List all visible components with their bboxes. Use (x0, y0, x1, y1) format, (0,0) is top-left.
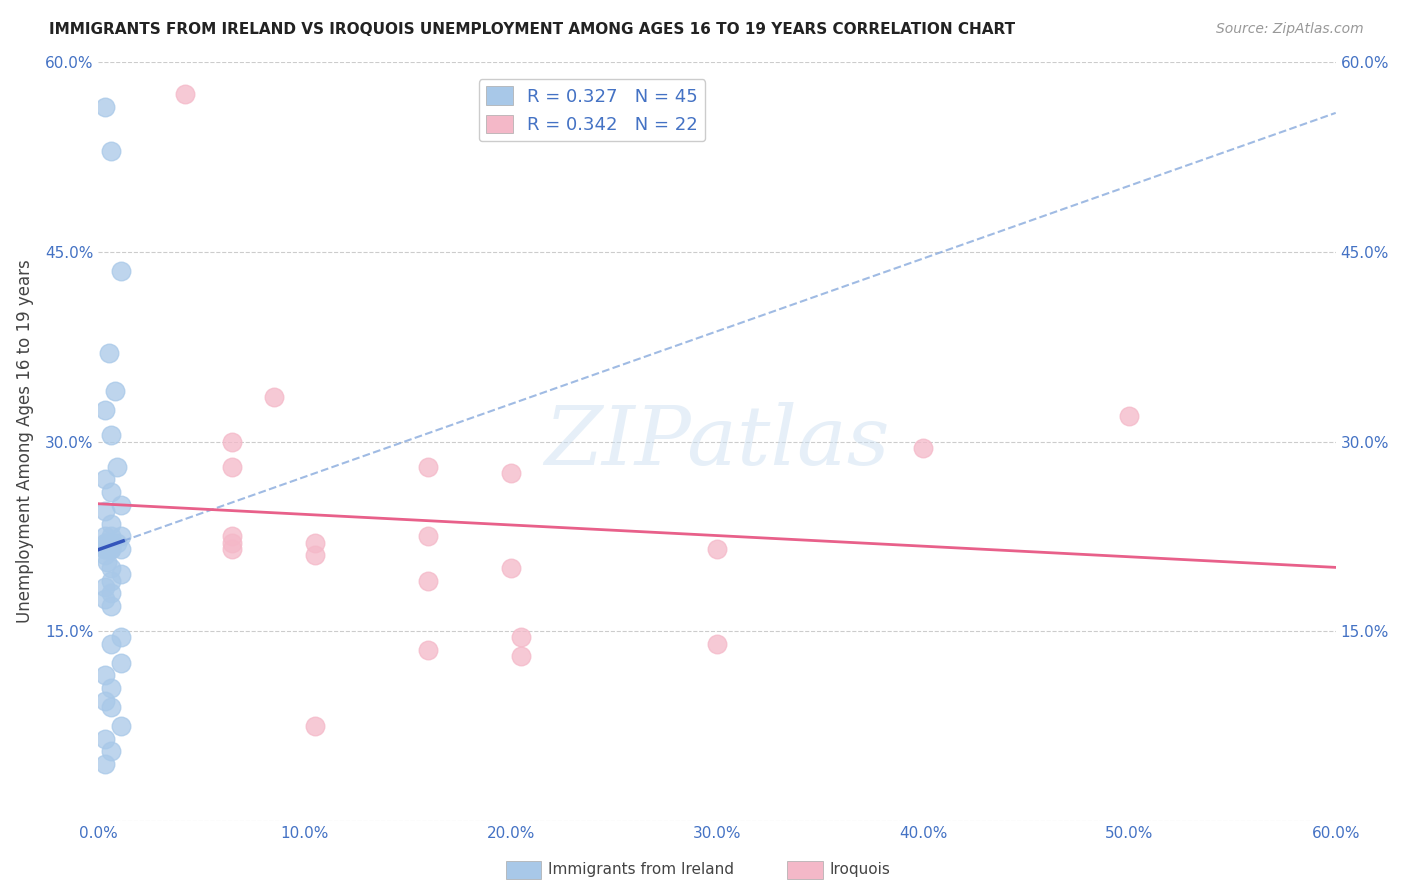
Point (93, 100, 115, 114)
Point (174, 87, 197, 101)
Point (97, 346, 120, 360)
Legend: R = 0.327   N = 45, R = 0.342   N = 22: R = 0.327 N = 45, R = 0.342 N = 22 (478, 79, 706, 141)
Point (93, 731, 115, 746)
Point (304, 548, 326, 563)
Point (304, 719, 326, 733)
Point (418, 529, 440, 543)
Point (221, 434, 243, 449)
Point (221, 459, 243, 474)
Point (263, 390, 285, 404)
Point (1118, 409, 1140, 424)
Point (418, 459, 440, 474)
Point (499, 561, 522, 575)
Point (96, 535, 118, 549)
Point (110, 719, 132, 733)
Point (110, 529, 132, 543)
Point (110, 631, 132, 645)
Point (110, 567, 132, 582)
Point (221, 529, 243, 543)
Point (100, 541, 122, 556)
Point (100, 699, 122, 714)
Text: Iroquois: Iroquois (830, 863, 890, 877)
Point (100, 535, 122, 549)
Point (100, 541, 122, 556)
Text: ZIPatlas: ZIPatlas (544, 401, 890, 482)
Point (100, 144, 122, 158)
Text: IMMIGRANTS FROM IRELAND VS IROQUOIS UNEMPLOYMENT AMONG AGES 16 TO 19 YEARS CORRE: IMMIGRANTS FROM IRELAND VS IROQUOIS UNEM… (49, 22, 1015, 37)
Point (418, 574, 440, 588)
Point (100, 516, 122, 531)
Point (499, 466, 522, 480)
Point (110, 498, 132, 512)
Point (100, 744, 122, 758)
Point (100, 637, 122, 651)
Point (221, 541, 243, 556)
Point (100, 529, 122, 543)
Point (100, 574, 122, 588)
Point (93, 473, 115, 487)
Point (110, 541, 132, 556)
Point (93, 535, 115, 549)
Point (93, 548, 115, 563)
Point (93, 580, 115, 594)
Text: Immigrants from Ireland: Immigrants from Ireland (548, 863, 734, 877)
Point (706, 637, 728, 651)
Point (100, 485, 122, 500)
Point (100, 586, 122, 600)
Point (93, 668, 115, 682)
Point (93, 756, 115, 771)
Point (93, 403, 115, 417)
Text: Source: ZipAtlas.com: Source: ZipAtlas.com (1216, 22, 1364, 37)
Point (93, 541, 115, 556)
Point (221, 535, 243, 549)
Point (100, 599, 122, 613)
Point (110, 264, 132, 278)
Point (93, 504, 115, 518)
Point (96, 555, 118, 569)
Point (510, 649, 533, 664)
Point (100, 561, 122, 575)
Point (93, 541, 115, 556)
Point (105, 459, 128, 474)
Point (100, 428, 122, 442)
Point (104, 384, 127, 398)
Point (93, 592, 115, 607)
Point (93, 693, 115, 707)
Point (304, 535, 326, 549)
Point (100, 681, 122, 695)
Point (93, 529, 115, 543)
Point (110, 656, 132, 670)
Point (418, 643, 440, 657)
Y-axis label: Unemployment Among Ages 16 to 19 years: Unemployment Among Ages 16 to 19 years (15, 260, 34, 624)
Point (912, 441, 935, 455)
Point (510, 631, 533, 645)
Point (105, 535, 128, 549)
Point (706, 541, 728, 556)
